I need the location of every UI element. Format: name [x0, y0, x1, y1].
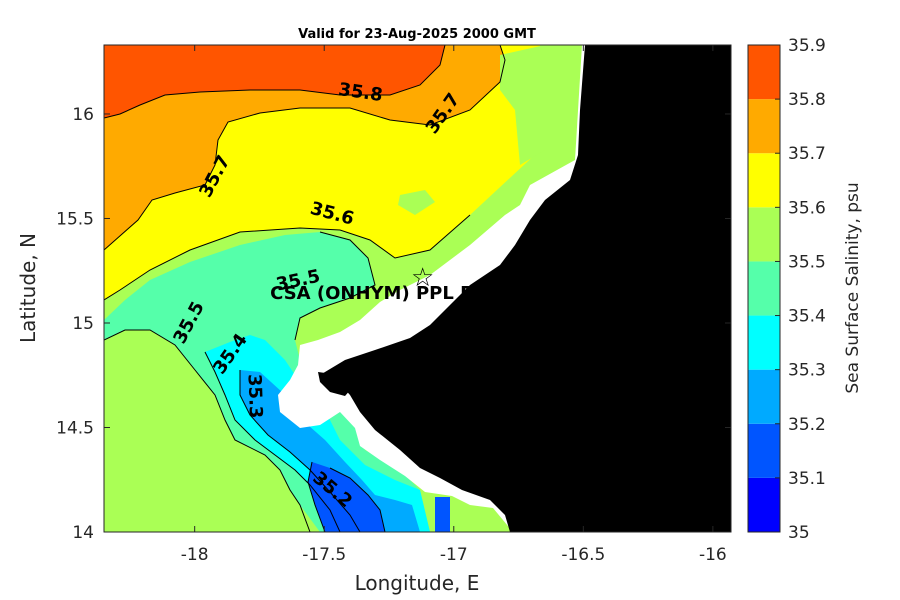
star-icon: ☆ — [411, 263, 434, 293]
colorbar-swatch — [748, 207, 780, 262]
colorbar-tick-label: 35 — [788, 523, 810, 543]
colorbar-swatch — [748, 99, 780, 154]
contour-line-35-5 — [104, 231, 376, 532]
contour-line-35-3 — [239, 370, 361, 532]
colorbar-tick-label: 35.2 — [788, 415, 826, 435]
land-coastline — [320, 45, 731, 532]
colorbar-tick-label: 35.8 — [788, 90, 826, 110]
colorbar-swatch — [748, 45, 780, 100]
fill-35-6-patch — [398, 190, 435, 215]
colorbar-swatch — [748, 369, 780, 424]
contour-line-35-7 — [104, 45, 506, 251]
y-tick-label: 14 — [72, 523, 94, 543]
contour-line-35-8 — [104, 45, 446, 119]
fill-35-7-patch — [104, 148, 130, 178]
fill-35-8-to-35-9 — [104, 45, 445, 118]
map-area: 35.8 35.735.735.635.535.535.435.335.2 ☆ C… — [104, 45, 731, 532]
x-axis-ticks: -18 -17.5 -17 -16.5 -16 — [181, 45, 727, 565]
colorbar-tick-label: 35.7 — [788, 144, 826, 164]
fill-35-5-green-coast — [500, 45, 545, 165]
x-axis-label: Longitude, E — [355, 571, 480, 595]
colorbar-swatch — [748, 153, 780, 208]
map-axes-box — [103, 44, 732, 533]
y-axis-label: Latitude, N — [16, 233, 40, 343]
colorbar-tick-label: 35.9 — [788, 36, 826, 56]
colorbar-swatch — [748, 477, 780, 532]
y-tick-label: 14.5 — [56, 418, 94, 438]
y-tick-label: 15 — [72, 314, 94, 334]
colorbar-swatch — [748, 261, 780, 316]
y-tick-label: 16 — [72, 105, 94, 125]
colorbar-tick-label: 35.3 — [788, 361, 826, 381]
x-tick-label: -18 — [181, 545, 209, 565]
fill-35-1-to-35-2 — [308, 462, 450, 532]
x-tick-label: -17.5 — [302, 545, 346, 565]
colorbar-frame — [747, 44, 781, 533]
colorbar-swatch — [748, 423, 780, 478]
colorbar-tick-label: 35.5 — [788, 252, 826, 272]
colorbar: 35 35.1 35.2 35.3 35.4 35.5 35.6 35.7 35.8 35.9 — [747, 36, 826, 543]
x-tick-label: -17 — [440, 545, 468, 565]
contour-line-35-2 — [307, 461, 386, 532]
land-cape-verde-tip — [318, 372, 352, 396]
contour-line-35-6 — [104, 214, 471, 301]
colorbar-tick-label: 35.4 — [788, 307, 826, 327]
contour-label: 35.3 — [244, 374, 267, 419]
fill-35-7-to-35-8 — [104, 45, 505, 250]
x-tick-label: -16 — [699, 545, 727, 565]
y-axis-ticks: 14 14.5 15 15.5 16 — [56, 105, 731, 543]
x-tick-label: -16.5 — [561, 545, 605, 565]
colorbar-tick-label: 35.1 — [788, 469, 826, 489]
colorbar-label: Sea Surface Salinity, psu — [843, 182, 863, 393]
contour-line-35-4 — [204, 351, 341, 532]
colorbar-swatch — [748, 315, 780, 370]
map-title: Valid for 23-Aug-2025 2000 GMT — [298, 27, 536, 42]
site-label: CSA (ONHYM) PPL EE — [270, 283, 485, 304]
colorbar-tick-label: 35.6 — [788, 198, 826, 218]
y-tick-label: 15.5 — [56, 209, 94, 229]
